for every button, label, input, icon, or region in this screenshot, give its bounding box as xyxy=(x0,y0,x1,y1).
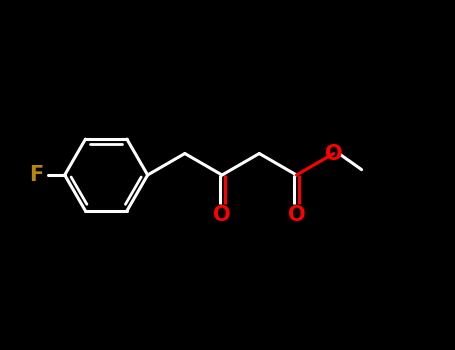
Text: F: F xyxy=(29,165,44,185)
Text: O: O xyxy=(213,205,231,225)
Text: O: O xyxy=(288,205,305,225)
Text: O: O xyxy=(325,144,343,163)
